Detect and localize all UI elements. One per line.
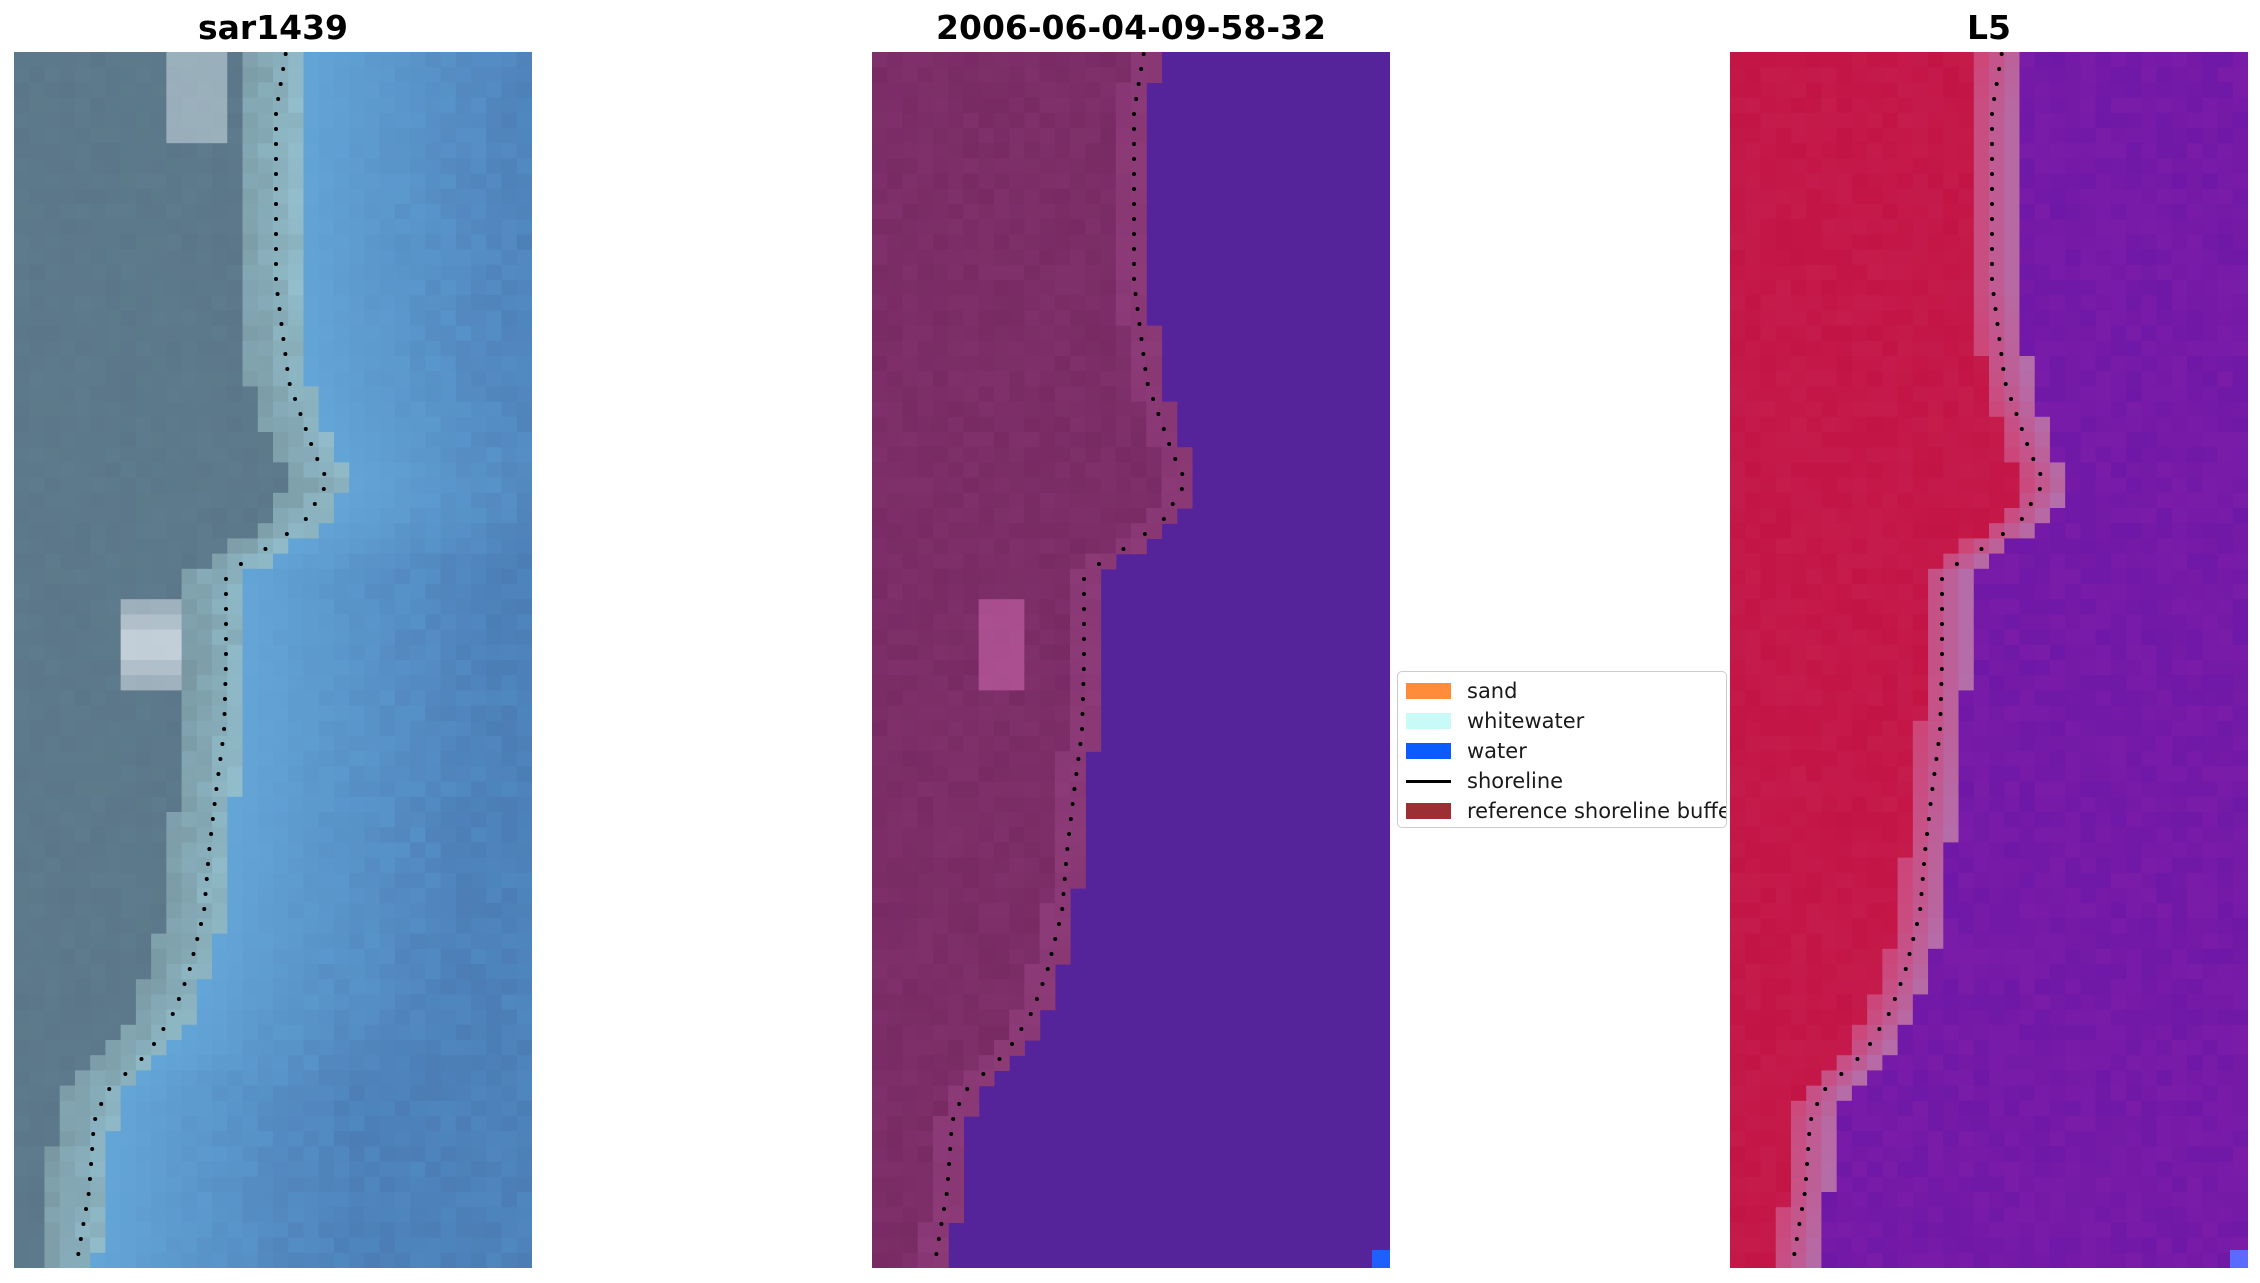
water-index-image bbox=[1730, 52, 2248, 1268]
classification-image bbox=[872, 52, 1390, 1268]
legend: sand whitewater water shoreline referenc… bbox=[1397, 671, 1727, 828]
shoreline-dots bbox=[76, 52, 327, 1256]
legend-label-shoreline: shoreline bbox=[1467, 769, 1564, 793]
panel-title-rgb: sar1439 bbox=[197, 8, 349, 47]
legend-swatch-whitewater bbox=[1406, 713, 1451, 729]
legend-label-water: water bbox=[1467, 739, 1527, 763]
rgb-satellite-image bbox=[14, 52, 532, 1268]
index-corner-pixel bbox=[2230, 1250, 2248, 1268]
shoreline-dots bbox=[934, 52, 1185, 1256]
legend-swatch-reference-buffer bbox=[1406, 803, 1451, 819]
panel-title-classification: 2006-06-04-09-58-32 bbox=[936, 8, 1326, 47]
legend-label-whitewater: whitewater bbox=[1467, 709, 1585, 733]
legend-swatch-water bbox=[1406, 743, 1451, 759]
water-pixel bbox=[1372, 1250, 1390, 1268]
legend-swatch-sand bbox=[1406, 683, 1451, 699]
panel-title-index: L5 bbox=[1967, 8, 2011, 47]
legend-label-reference-buffer: reference shoreline buffer bbox=[1467, 799, 1727, 823]
shoreline-dots bbox=[1792, 52, 2043, 1256]
legend-line-shoreline bbox=[1406, 780, 1451, 783]
legend-label-sand: sand bbox=[1467, 679, 1518, 703]
